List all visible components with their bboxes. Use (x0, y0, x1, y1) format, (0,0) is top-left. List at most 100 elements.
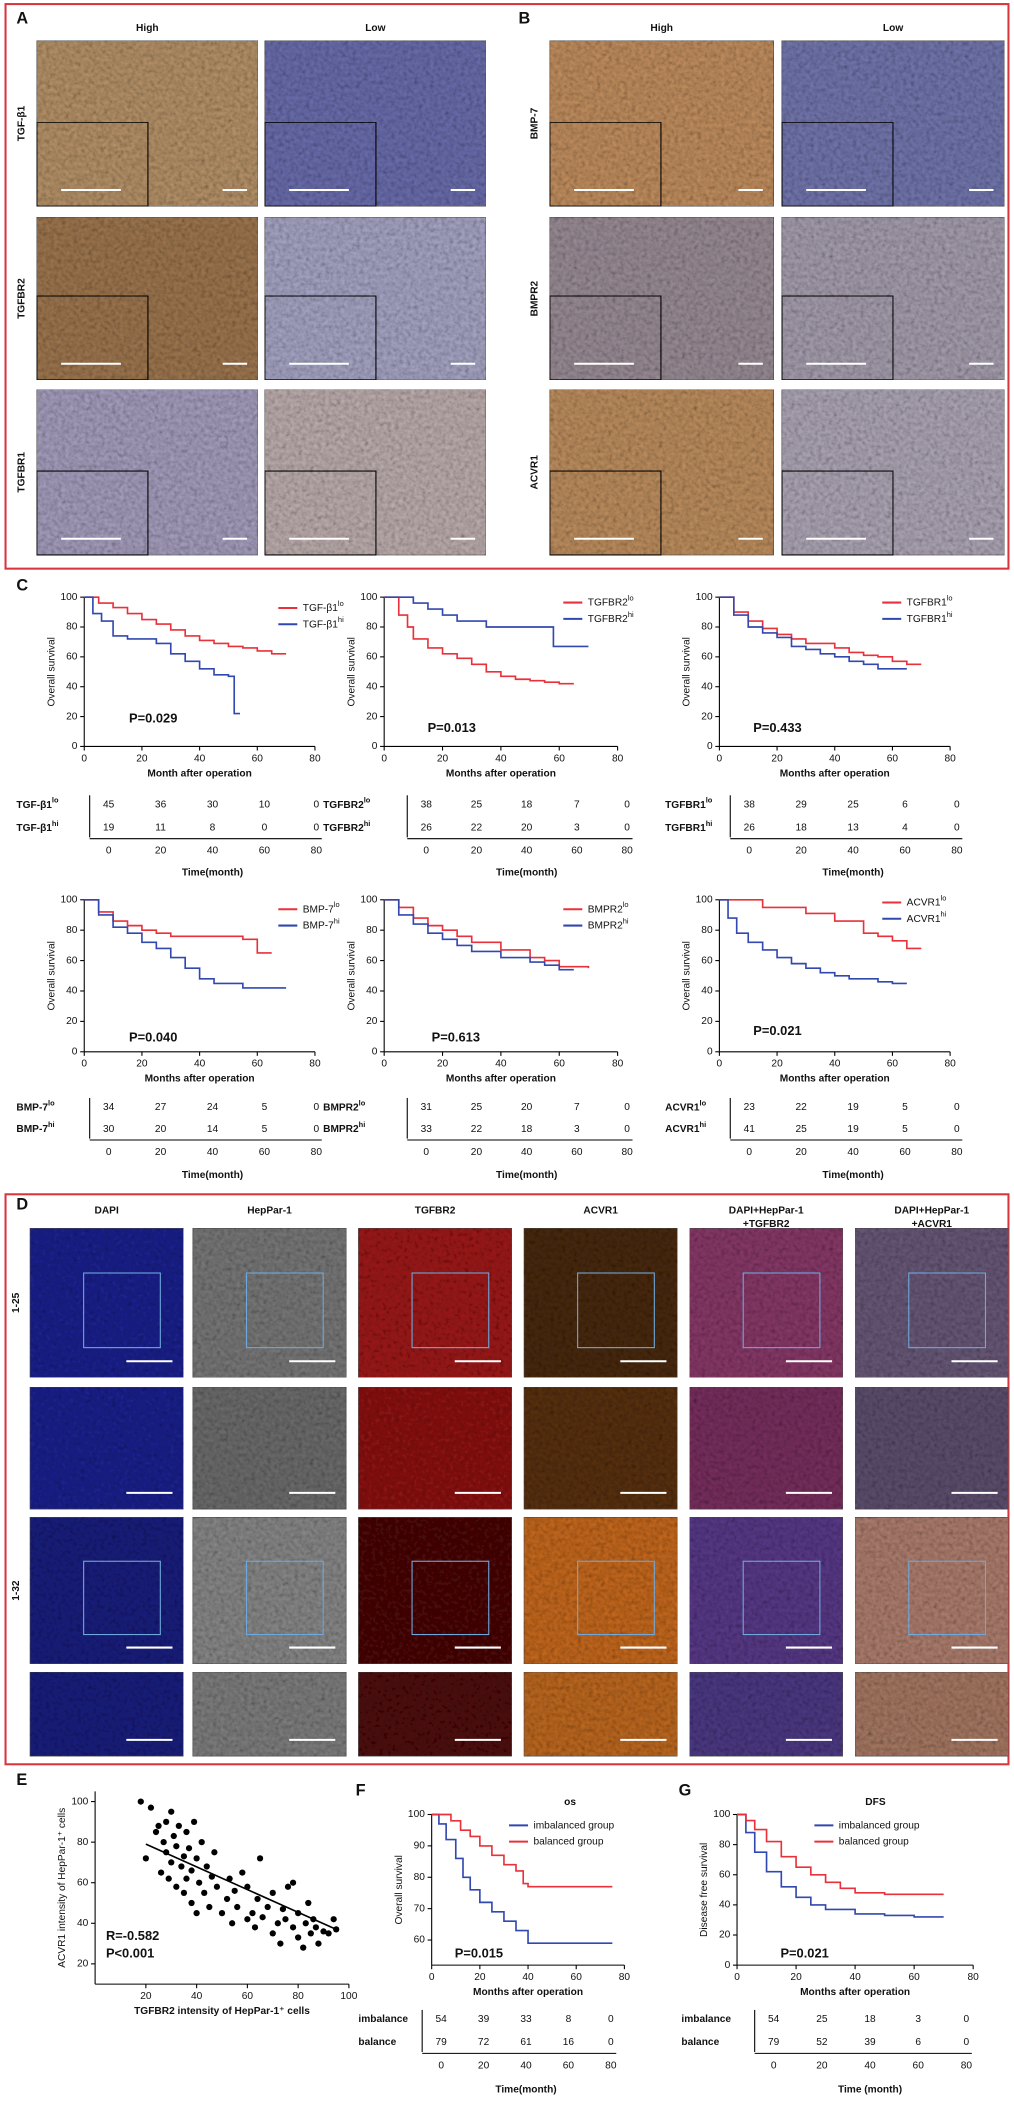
risk-count: 14 (207, 1124, 219, 1135)
label-sup: lo (338, 599, 344, 608)
row-label: 1-25 (11, 1292, 22, 1313)
y-tick-label: 60 (66, 955, 78, 966)
label-name: TGFBR2 (588, 614, 628, 625)
x-tick-label: 60 (554, 753, 566, 764)
label-sup: hi (947, 610, 953, 619)
point (168, 1808, 175, 1815)
label-name: ACVR1 (665, 1102, 700, 1113)
x-tick-label: 0 (381, 1059, 387, 1070)
time-label: 0 (106, 1147, 112, 1158)
roi-box (742, 1272, 821, 1349)
y-tick-label: 40 (701, 681, 713, 692)
risk-count: 10 (259, 799, 271, 810)
survival-curve (431, 1813, 613, 1888)
x-tick-label: 60 (554, 1059, 566, 1070)
micrograph (29, 1671, 184, 1757)
risk-count: 26 (744, 823, 756, 834)
x-tick-label: 0 (734, 1972, 740, 1983)
risk-count: 38 (421, 799, 433, 810)
label: TGFBR1lo (907, 593, 953, 608)
time-label: 40 (864, 2060, 876, 2071)
row-label: BMP-7 (530, 107, 541, 139)
label: TGFBR1hi (665, 819, 712, 834)
row-label: balance (358, 2037, 396, 2048)
p-value: P=0.029 (129, 711, 177, 726)
risk-count: 25 (816, 2014, 828, 2025)
time-title: Time(month) (496, 867, 557, 878)
y-tick-label: 0 (707, 1046, 713, 1057)
risk-count: 16 (563, 2037, 575, 2048)
column-label: Low (883, 23, 903, 34)
x-tick-label: 80 (944, 753, 956, 764)
label-name: BMP-7 (303, 904, 334, 915)
y-tick-label: 60 (66, 652, 78, 663)
risk-count: 41 (744, 1124, 756, 1135)
point (198, 1839, 205, 1846)
time-title: Time(month) (182, 867, 243, 878)
micrograph (689, 1671, 844, 1757)
y-axis-title: Overall survival (46, 637, 57, 706)
micrograph (854, 1671, 1009, 1757)
panel-letter: F (356, 1782, 366, 1800)
y-tick-label: 20 (719, 1930, 731, 1941)
time-label: 0 (106, 846, 112, 857)
panel-letter: E (16, 1771, 27, 1789)
risk-count: 61 (520, 2037, 532, 2048)
roi-box (83, 1560, 161, 1636)
x-tick-label: 40 (495, 753, 507, 764)
micrograph (523, 1671, 678, 1757)
point (264, 1903, 271, 1911)
label: TGFBR2hi (588, 610, 634, 625)
label-name: TGFBR1 (665, 799, 706, 810)
label-name: imbalanced group (839, 1820, 920, 1831)
x-tick-label: 20 (790, 1972, 802, 1983)
survival-curve (719, 898, 922, 950)
inset (549, 470, 662, 556)
point (277, 1940, 284, 1947)
point (173, 1843, 180, 1850)
point (183, 1875, 190, 1882)
risk-count: 39 (478, 2014, 490, 2025)
x-axis-title: Months after operation (446, 768, 556, 779)
y-tick-label: 70 (414, 1903, 426, 1914)
label: ACVR1lo (665, 1098, 707, 1113)
y-tick-label: 80 (414, 1872, 426, 1883)
risk-count: 0 (313, 1124, 319, 1135)
survival-curve (719, 596, 922, 666)
risk-count: 36 (155, 799, 167, 810)
x-axis-title: Months after operation (780, 1074, 890, 1085)
risk-count: 31 (421, 1102, 433, 1113)
y-tick-label: 20 (701, 711, 713, 722)
y-tick-label: 40 (77, 1918, 89, 1929)
survival-curve (431, 1813, 613, 1944)
survival-curve (719, 596, 907, 670)
point (282, 1916, 289, 1923)
risk-count: 30 (207, 799, 219, 810)
time-label: 0 (423, 1147, 429, 1158)
risk-count: 0 (624, 1124, 630, 1135)
risk-count: 20 (521, 1102, 533, 1113)
row-label: balance (681, 2037, 719, 2048)
label-name: TGFBR2 (323, 823, 364, 834)
y-tick-label: 80 (701, 622, 713, 633)
label-sup: lo (48, 1098, 55, 1107)
risk-count: 29 (796, 799, 808, 810)
label-name: ACVR1 (907, 897, 941, 908)
y-tick-label: 100 (61, 894, 78, 905)
chart-title: DFS (865, 1797, 886, 1808)
roi-box (411, 1560, 490, 1636)
panel-letter: B (519, 9, 531, 27)
survival-curve (84, 898, 272, 954)
column-label: +TGFBR2 (743, 1219, 790, 1230)
label-sup: lo (359, 1098, 366, 1107)
survival-curve (84, 898, 287, 989)
time-label: 20 (816, 2060, 828, 2071)
y-tick-label: 40 (719, 1900, 731, 1911)
label-name: BMP-7 (16, 1102, 48, 1113)
x-tick-label: 80 (968, 1972, 980, 1983)
label: balanced group (839, 1836, 909, 1847)
label-name: TGFBR2 (588, 597, 628, 608)
p-value: P=0.040 (129, 1030, 177, 1045)
point (300, 1944, 307, 1951)
